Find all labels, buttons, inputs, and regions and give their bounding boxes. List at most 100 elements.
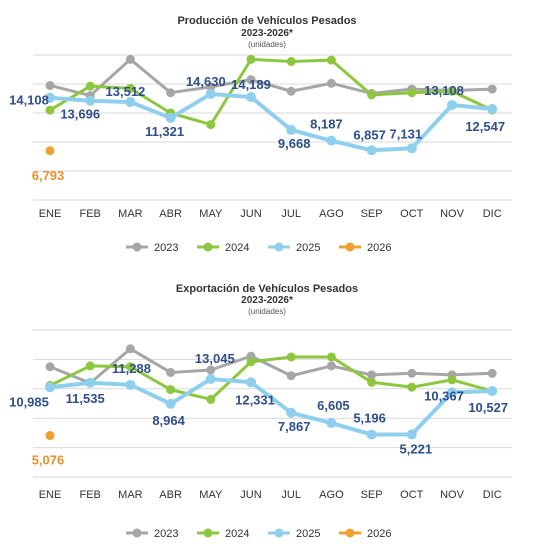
data-label-2025: 13,108: [424, 83, 464, 98]
data-point-2023: [326, 361, 336, 371]
data-point-2025: [246, 92, 256, 103]
legend-marker-2026: [345, 242, 355, 252]
data-point-2025: [366, 145, 377, 156]
x-tick-label: JUN: [240, 208, 261, 220]
data-point-2024: [326, 352, 336, 362]
data-label-2025: 12,331: [235, 392, 275, 407]
data-point-2024: [407, 382, 417, 392]
data-label-2025: 8,964: [152, 413, 185, 428]
data-point-2024: [125, 362, 135, 372]
data-point-2024: [246, 357, 256, 367]
data-label-2025: 12,547: [465, 119, 505, 134]
data-label-2025: 11,535: [66, 391, 105, 406]
data-point-2024: [447, 86, 457, 96]
legend-marker-2025: [274, 242, 284, 252]
data-point-2023: [206, 82, 216, 92]
x-tick-label: FEB: [79, 489, 100, 501]
data-point-2024: [286, 57, 296, 67]
x-tick-label: MAY: [199, 208, 223, 220]
data-point-2025: [447, 99, 457, 110]
x-tick-label: ABR: [159, 489, 182, 501]
data-label-2025: 10,367: [424, 388, 464, 403]
series-line-2025: [49, 377, 493, 437]
x-tick-label: NOV: [440, 208, 465, 220]
legend-label-2023: 2023: [154, 242, 178, 254]
data-point-2023: [246, 75, 256, 85]
x-tick-label: ENE: [39, 489, 62, 501]
data-point-2023: [206, 365, 216, 375]
data-point-2023: [166, 367, 176, 377]
data-label-2025: 5,221: [400, 441, 433, 456]
x-tick-label: OCT: [400, 208, 424, 220]
chart-title: Exportación de Vehículos Pesados: [176, 283, 358, 295]
series-line-2023: [49, 347, 493, 385]
data-label-2025: 11,321: [145, 124, 184, 139]
legend-label-2023: 2023: [154, 528, 178, 540]
data-point-2024: [246, 54, 256, 64]
data-point-2024: [206, 120, 216, 130]
data-point-2025: [326, 135, 337, 146]
legend-marker-2023: [132, 528, 142, 538]
data-point-2024: [125, 83, 135, 93]
series-line-2024: [49, 57, 493, 127]
data-point-2025: [205, 88, 216, 99]
x-tick-label: OCT: [400, 489, 424, 501]
x-tick-label: ABR: [159, 208, 182, 220]
chart-1: Producción de Vehículos Pesados2023-2026…: [9, 15, 512, 254]
data-label-2025: 13,512: [106, 84, 146, 99]
legend-marker-2023: [132, 242, 142, 252]
data-point-2026: [45, 146, 55, 156]
data-point-2025: [85, 377, 96, 388]
data-point-2025: [487, 104, 498, 115]
chart-subtitle: 2023-2026*: [241, 295, 293, 306]
data-point-2023: [45, 362, 55, 372]
data-point-2025: [205, 374, 216, 384]
data-point-2023: [166, 88, 176, 98]
x-tick-label: DIC: [483, 489, 502, 501]
data-point-2024: [166, 385, 176, 395]
data-point-2025: [406, 143, 417, 154]
data-point-2023: [487, 84, 497, 94]
data-label-2025: 6,605: [317, 398, 350, 413]
chart-subtitle: 2023-2026*: [241, 28, 293, 39]
data-point-2025: [406, 429, 417, 440]
x-tick-label: FEB: [79, 208, 100, 220]
data-point-2023: [286, 86, 296, 96]
x-tick-label: MAR: [118, 489, 143, 501]
data-point-2024: [206, 394, 216, 404]
data-label-2025: 6,857: [353, 127, 386, 142]
chart-title: Producción de Vehículos Pesados: [177, 15, 356, 27]
data-point-2024: [407, 88, 417, 98]
data-point-2023: [125, 54, 135, 64]
data-point-2025: [165, 398, 176, 409]
series-line-2023: [49, 57, 493, 98]
legend-marker-2025: [274, 528, 284, 538]
x-tick-label: MAR: [118, 208, 143, 220]
legend-marker-2026: [345, 528, 355, 538]
data-point-2023: [125, 344, 135, 354]
x-tick-label: MAY: [199, 489, 223, 501]
x-tick-label: AGO: [319, 208, 344, 220]
data-label-2025: 10,985: [9, 394, 49, 409]
data-point-2025: [165, 112, 176, 123]
x-tick-label: JUL: [281, 489, 301, 501]
x-tick-label: JUN: [240, 489, 261, 501]
data-label-2025: 5,196: [353, 411, 386, 426]
data-point-2024: [367, 90, 377, 100]
legend-label-2026: 2026: [367, 528, 391, 540]
legend-label-2025: 2025: [296, 242, 320, 254]
data-point-2023: [286, 371, 296, 381]
data-label-2025: 7,131: [390, 126, 423, 141]
data-point-2024: [286, 352, 296, 362]
data-point-2025: [286, 124, 297, 135]
series-line-2024: [49, 355, 493, 401]
data-point-2025: [286, 407, 297, 418]
data-point-2025: [366, 429, 377, 440]
chart-2: Exportación de Vehículos Pesados2023-202…: [9, 283, 512, 540]
data-point-2025: [85, 95, 96, 106]
series-line-2025: [49, 91, 493, 153]
x-tick-label: NOV: [440, 489, 465, 501]
data-point-2025: [45, 382, 55, 393]
x-tick-label: JUL: [281, 208, 301, 220]
data-point-2024: [85, 81, 95, 91]
